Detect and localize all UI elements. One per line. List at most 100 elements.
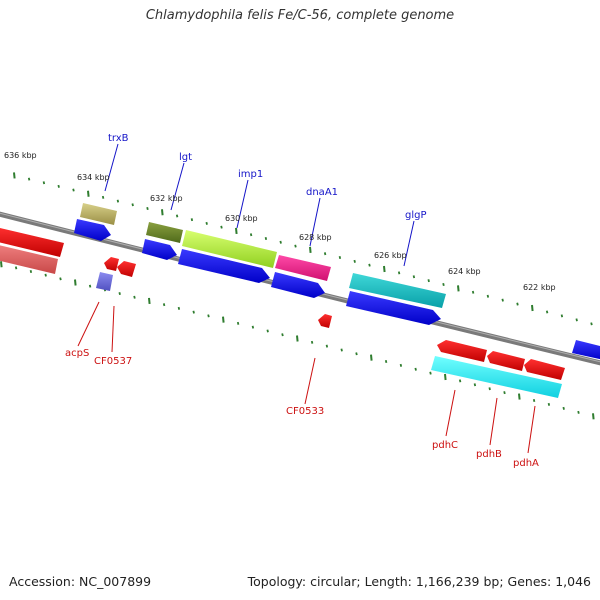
gene-feature-salmon-edge-left[interactable] bbox=[0, 244, 58, 274]
gene-imp1-block[interactable] bbox=[182, 230, 277, 268]
tick-mark bbox=[458, 379, 462, 383]
tick-mark bbox=[13, 172, 16, 179]
tick-mark bbox=[207, 314, 210, 318]
tick-mark bbox=[488, 387, 491, 391]
tick-mark bbox=[531, 304, 534, 312]
gene-pdh-cluster-block[interactable] bbox=[431, 356, 562, 398]
tick-mark bbox=[309, 246, 312, 253]
inner-tick-row bbox=[0, 261, 595, 420]
tick-mark bbox=[397, 271, 401, 275]
tick-mark bbox=[29, 270, 33, 274]
gene-feature-small-blue-2[interactable] bbox=[142, 239, 177, 260]
tick-mark bbox=[190, 218, 194, 222]
tick-mark bbox=[14, 266, 18, 270]
tick-mark bbox=[133, 295, 136, 299]
tick-mark bbox=[161, 209, 164, 216]
gene-CF0537-arrow-1[interactable] bbox=[104, 257, 119, 271]
kbp-label: 630 kbp bbox=[225, 214, 258, 223]
gene-dnaA1-block[interactable] bbox=[275, 255, 331, 281]
kbp-label: 624 kbp bbox=[448, 267, 481, 276]
gene-label-pdhA[interactable]: pdhA bbox=[513, 458, 539, 469]
tick-mark bbox=[249, 233, 253, 237]
tick-mark bbox=[340, 348, 343, 352]
gene-pdhA-arrow[interactable] bbox=[524, 359, 565, 380]
kbp-label: 636 kbp bbox=[4, 151, 37, 160]
gene-label-acpS[interactable]: acpS bbox=[65, 348, 89, 359]
gene-label-imp1[interactable]: imp1 bbox=[238, 169, 263, 180]
gene-label-lgt[interactable]: lgt bbox=[179, 152, 192, 163]
gene-lgt-block[interactable] bbox=[146, 222, 183, 243]
gene-feature-blue-5[interactable] bbox=[346, 291, 441, 325]
forward-leader-lines bbox=[104, 143, 415, 267]
genome-title: Chlamydophila felis Fe/C-56, complete ge… bbox=[145, 8, 455, 23]
tick-mark bbox=[355, 352, 358, 356]
gene-label-glgP[interactable]: glgP bbox=[405, 210, 427, 221]
tick-mark bbox=[457, 285, 460, 292]
gene-label-dnaA1[interactable]: dnaA1 bbox=[306, 187, 338, 198]
tick-mark bbox=[131, 203, 134, 207]
tick-mark bbox=[42, 181, 46, 185]
tick-mark bbox=[532, 398, 536, 402]
reverse-leader-lines bbox=[77, 301, 536, 454]
tick-mark bbox=[59, 277, 62, 281]
tick-mark bbox=[399, 363, 403, 367]
tick-mark bbox=[590, 322, 593, 326]
tick-mark bbox=[279, 240, 282, 244]
tick-mark bbox=[87, 190, 90, 197]
gene-feature-blue-4[interactable] bbox=[271, 272, 325, 298]
tick-mark bbox=[370, 354, 373, 361]
tick-mark bbox=[146, 206, 149, 210]
gene-pdhC-arrow[interactable] bbox=[437, 340, 487, 362]
tick-mark bbox=[296, 335, 299, 342]
tick-mark bbox=[74, 279, 77, 286]
tick-mark bbox=[383, 265, 386, 273]
kbp-label: 634 kbp bbox=[77, 173, 110, 182]
gene-feature-blue-3[interactable] bbox=[178, 249, 270, 283]
gene-feature-red-edge-left[interactable] bbox=[0, 227, 64, 257]
tick-mark bbox=[44, 273, 47, 277]
tick-mark bbox=[205, 221, 208, 225]
gene-label-pdhC[interactable]: pdhC bbox=[432, 440, 458, 451]
tick-mark bbox=[577, 410, 580, 414]
tick-mark bbox=[236, 321, 240, 325]
genome-summary-text: Topology: circular; Length: 1,166,239 bp… bbox=[247, 574, 591, 589]
gene-label-group: trxB lgt imp1 dnaA1 glgP acpS CF0537 CF0533 pdhC… bbox=[65, 133, 539, 469]
gene-label-pdhB[interactable]: pdhB bbox=[476, 449, 502, 460]
kbp-label: 632 kbp bbox=[150, 194, 183, 203]
gene-acpS-block[interactable] bbox=[96, 272, 113, 291]
tick-mark bbox=[547, 402, 551, 406]
tick-mark bbox=[0, 261, 3, 268]
tick-mark bbox=[442, 283, 445, 287]
tick-mark bbox=[175, 214, 179, 218]
tick-mark bbox=[251, 325, 255, 329]
gene-glgP-block[interactable] bbox=[349, 273, 446, 308]
tick-mark bbox=[162, 303, 166, 307]
gene-label-CF0537[interactable]: CF0537 bbox=[94, 356, 132, 367]
tick-mark bbox=[118, 292, 121, 296]
kbp-label-group: 636 kbp 634 kbp 632 kbp 630 kbp 628 kbp 626 k… bbox=[4, 151, 556, 292]
gene-feature-small-blue-1[interactable] bbox=[74, 219, 111, 241]
tick-mark bbox=[503, 391, 506, 395]
tick-mark bbox=[57, 184, 60, 188]
gene-label-CF0533[interactable]: CF0533 bbox=[286, 406, 324, 417]
gene-feature-blue-edge-right[interactable] bbox=[572, 340, 600, 360]
tick-mark bbox=[294, 244, 297, 248]
gene-label-trxB[interactable]: trxB bbox=[108, 133, 129, 144]
gene-trxB-block[interactable] bbox=[80, 203, 117, 225]
tick-mark bbox=[266, 329, 269, 333]
gene-pdhB-arrow[interactable] bbox=[487, 351, 525, 371]
tick-mark bbox=[518, 393, 521, 400]
kbp-label: 626 kbp bbox=[374, 251, 407, 260]
gene-CF0537-arrow-2[interactable] bbox=[117, 261, 136, 277]
tick-mark bbox=[281, 333, 284, 337]
gene-CF0533-arrow[interactable] bbox=[318, 314, 332, 328]
tick-mark bbox=[88, 284, 92, 288]
tick-mark bbox=[473, 383, 477, 387]
tick-mark bbox=[310, 340, 314, 344]
tick-mark bbox=[368, 263, 371, 267]
tick-mark bbox=[486, 294, 490, 298]
tick-mark bbox=[353, 259, 356, 263]
tick-mark bbox=[338, 256, 342, 260]
tick-mark bbox=[471, 290, 475, 294]
